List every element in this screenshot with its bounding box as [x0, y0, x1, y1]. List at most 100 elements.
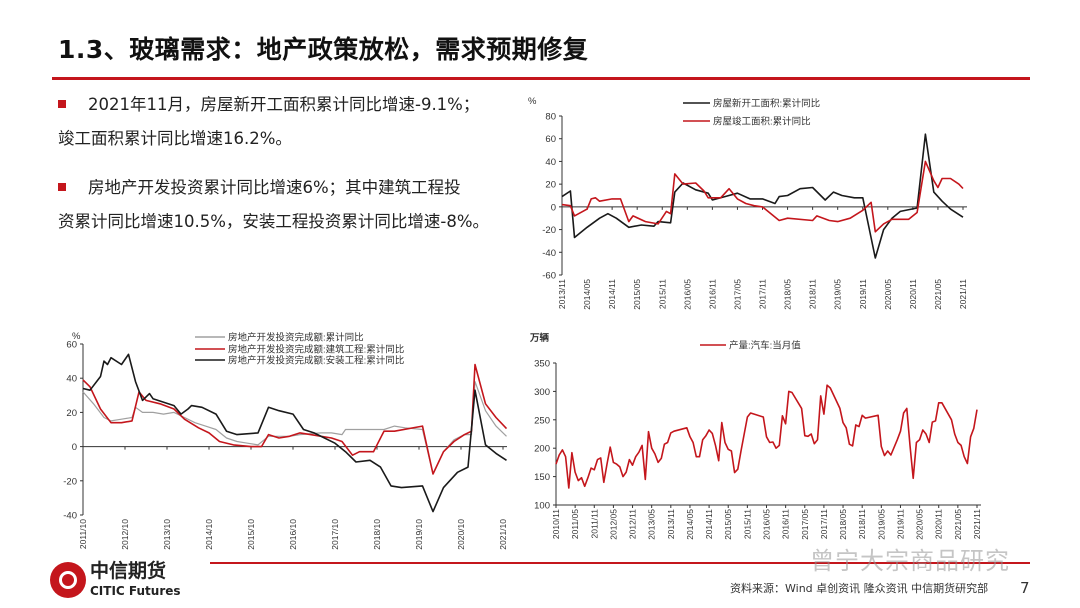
x-tick-label: 2013/05: [647, 509, 657, 540]
y-tick-label: -40: [63, 511, 77, 522]
legend-label: 房屋新开工面积:累计同比: [713, 98, 820, 110]
y-tick-label: 0: [551, 202, 556, 213]
x-tick-label: 2011/05: [570, 509, 580, 539]
bullet-text: 资累计同比增速10.5%，安装工程投资累计同比增速-8%。: [58, 212, 490, 231]
x-tick-label: 2014/10: [204, 519, 214, 550]
x-tick-label: 2016/05: [682, 279, 692, 310]
y-tick-label: 40: [66, 374, 77, 385]
x-tick-label: 2021/11: [972, 509, 982, 539]
y-axis-unit-label: 万辆: [529, 332, 550, 344]
y-tick-label: 20: [545, 180, 556, 191]
y-tick-label: 300: [534, 387, 550, 398]
logo-cn-text: 中信期货: [90, 560, 167, 582]
x-tick-label: 2018/11: [857, 509, 867, 539]
x-tick-label: 2021/05: [953, 509, 963, 540]
x-tick-label: 2016/05: [762, 509, 772, 540]
x-tick-label: 2014/11: [704, 509, 714, 539]
y-tick-label: 60: [545, 134, 556, 145]
x-tick-label: 2017/05: [800, 509, 810, 540]
y-tick-label: 250: [534, 415, 550, 426]
y-tick-label: 80: [545, 112, 556, 123]
citic-futures-logo: 中信期货 CITIC Futures: [50, 558, 181, 606]
x-tick-label: 2016/11: [707, 279, 717, 309]
y-tick-label: 150: [534, 472, 550, 483]
y-tick-label: 100: [534, 501, 550, 512]
bullet-item-investment: 房地产开发投资累计同比增速6%；其中建筑工程投 资累计同比增速10.5%，安装工…: [58, 171, 528, 239]
series-line: [561, 133, 964, 259]
y-tick-label: 20: [66, 408, 77, 419]
x-tick-label: 2020/10: [456, 519, 466, 550]
x-tick-label: 2012/11: [628, 509, 638, 539]
x-tick-label: 2015/05: [723, 509, 733, 540]
x-tick-label: 2021/11: [958, 279, 968, 309]
series-line: [82, 363, 508, 475]
x-tick-label: 2014/05: [685, 509, 695, 540]
watermark: 曾宁大宗商品研究: [810, 547, 1010, 575]
y-tick-label: -20: [63, 476, 77, 487]
bullet-text: 竣工面积累计同比增速16.2%。: [58, 129, 292, 148]
x-tick-label: 2019/05: [876, 509, 886, 540]
y-tick-label: 200: [534, 444, 550, 455]
y-tick-label: 60: [66, 340, 77, 351]
x-tick-label: 2011/11: [589, 509, 599, 539]
x-tick-label: 2016/11: [781, 509, 791, 539]
x-tick-label: 2017/05: [732, 279, 742, 310]
x-tick-label: 2014/11: [607, 279, 617, 309]
x-tick-label: 2015/10: [246, 519, 256, 550]
bullet-text: 2021年11月，房屋新开工面积累计同比增速-9.1%；: [88, 95, 480, 114]
x-tick-label: 2015/11: [742, 509, 752, 539]
x-tick-label: 2017/11: [758, 279, 768, 309]
x-tick-label: 2021/10: [498, 519, 508, 550]
x-tick-label: 2013/10: [162, 519, 172, 550]
x-tick-label: 2020/11: [908, 279, 918, 309]
bullet-square-icon: [58, 182, 66, 191]
x-tick-label: 2018/11: [808, 279, 818, 309]
x-tick-label: 2014/05: [582, 279, 592, 310]
bullet-square-icon: [58, 99, 66, 108]
y-axis-unit-label: %: [72, 331, 81, 342]
legend-label: 产量:汽车:当月值: [729, 340, 801, 352]
y-axis-unit-label: %: [528, 96, 537, 107]
x-tick-label: 2019/11: [858, 279, 868, 309]
series-line: [561, 160, 964, 233]
logo-en-text: CITIC Futures: [90, 584, 181, 598]
x-tick-label: 2016/10: [288, 519, 298, 550]
x-tick-label: 2020/05: [883, 279, 893, 310]
x-tick-label: 2015/11: [657, 279, 667, 309]
x-tick-label: 2018/05: [838, 509, 848, 540]
x-tick-label: 2012/05: [608, 509, 618, 540]
housing-area-chart: -60 -40 -20 0 20 40 60 80% 2013/11 2014/05 2014/11…: [528, 96, 968, 310]
page-title: 1.3、玻璃需求：地产政策放松，需求预期修复: [58, 35, 589, 64]
y-tick-label: -20: [542, 225, 556, 236]
x-tick-label: 2013/11: [557, 279, 567, 309]
bullet-item-housing-area: 2021年11月，房屋新开工面积累计同比增速-9.1%； 竣工面积累计同比增速1…: [58, 88, 528, 156]
x-tick-label: 2021/05: [933, 279, 943, 310]
x-tick-label: 2013/11: [666, 509, 676, 539]
series-line: [555, 384, 978, 489]
investment-chart: -40 -20 0 20 40 60% 2011/10 2012/10 2013/10 2014/…: [63, 331, 508, 550]
x-tick-label: 2020/11: [934, 509, 944, 539]
y-tick-label: -40: [542, 248, 556, 259]
x-tick-label: 2018/05: [783, 279, 793, 310]
x-tick-label: 2019/11: [895, 509, 905, 539]
legend-label: 房屋竣工面积:累计同比: [713, 116, 811, 128]
y-tick-label: -60: [542, 271, 556, 282]
x-tick-label: 2019/10: [414, 519, 424, 550]
x-tick-label: 2011/10: [78, 519, 88, 549]
y-tick-label: 350: [534, 359, 550, 370]
series-line: [82, 353, 507, 513]
page-number: 7: [1020, 579, 1030, 597]
x-tick-label: 2018/10: [372, 519, 382, 550]
x-tick-label: 2019/05: [833, 279, 843, 310]
x-tick-label: 2020/05: [915, 509, 925, 540]
y-tick-label: 40: [545, 157, 556, 168]
x-tick-label: 2017/11: [819, 509, 829, 539]
x-tick-label: 2017/10: [330, 519, 340, 550]
legend-label: 房地产开发投资完成额:累计同比: [228, 332, 364, 344]
auto-production-chart: 100 150 200 250 300 350 万辆 2010/11 2011/05 2011/1…: [529, 332, 982, 540]
source-note: 资料来源：Wind 卓创资讯 隆众资讯 中信期货研究部: [730, 582, 989, 595]
bullet-text: 房地产开发投资累计同比增速6%；其中建筑工程投: [88, 178, 461, 197]
footer-divider: [210, 562, 1030, 564]
x-tick-label: 2012/10: [120, 519, 130, 550]
x-tick-label: 2015/05: [632, 279, 642, 310]
